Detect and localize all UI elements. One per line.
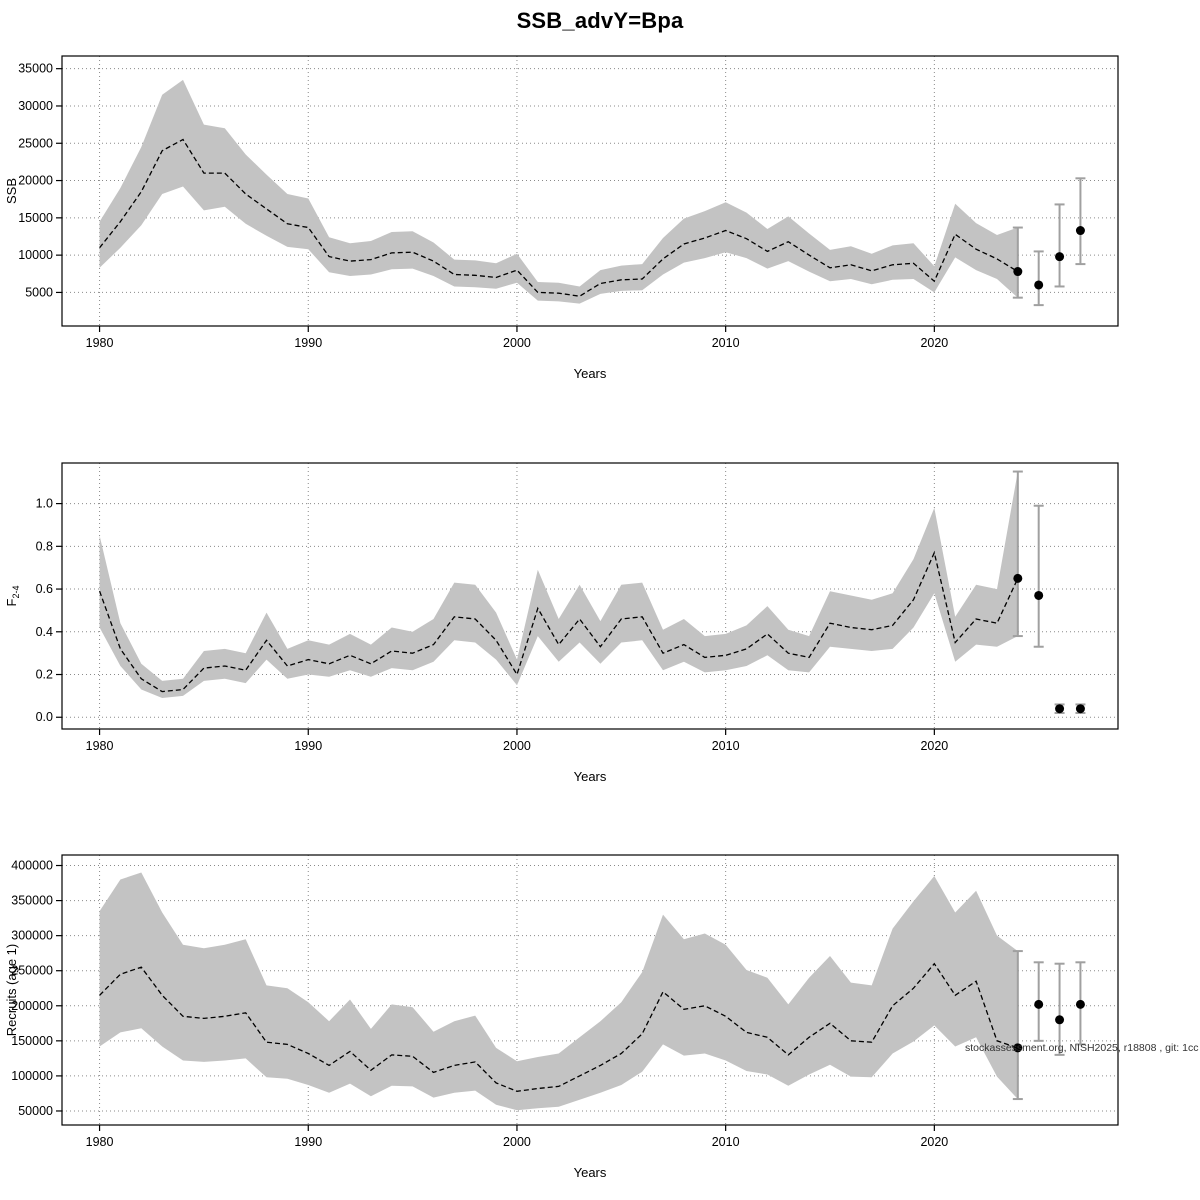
x-tick-label: 2020 (920, 739, 948, 753)
x-axis-label: Years (574, 769, 607, 784)
y-tick-label: 35000 (18, 62, 53, 76)
forecast-point (1075, 704, 1085, 714)
forecast-point (1013, 1043, 1023, 1053)
x-tick-label: 1990 (294, 336, 322, 350)
x-tick-label: 2020 (920, 1135, 948, 1149)
x-tick-label: 2000 (503, 336, 531, 350)
y-axis-label: Recruits (age 1) (4, 944, 19, 1036)
forecast-point (1034, 999, 1044, 1009)
forecast-point (1075, 226, 1085, 236)
x-tick-label: 2010 (712, 1135, 740, 1149)
x-tick-label: 1990 (294, 1135, 322, 1149)
y-tick-label: 200000 (11, 999, 53, 1013)
y-axis-label: SSB (4, 178, 19, 204)
x-tick-label: 1980 (86, 739, 114, 753)
y-axis-label: F2-4 (4, 586, 21, 607)
forecast-point (1013, 267, 1023, 277)
median-line (99, 138, 1019, 297)
y-tick-label: 25000 (18, 136, 53, 150)
forecast-point (1075, 999, 1085, 1009)
y-tick-label: 0.4 (36, 625, 53, 639)
confidence-band (99, 471, 1018, 698)
y-tick-label: 10000 (18, 248, 53, 262)
forecast-point (1034, 590, 1044, 600)
recruits-panel: 1980 1990 2000 2010 2020 50000 100000 150000 200… (4, 854, 1119, 1180)
y-tick-label: 0.2 (36, 668, 53, 682)
forecast-point (1055, 704, 1065, 714)
y-tick-label: 250000 (11, 964, 53, 978)
y-tick-label: 30000 (18, 99, 53, 113)
fishing-mortality-panel: 1980 1990 2000 2010 2020 0.0 0.2 0.4 0.6 0.8 1.0 Ye… (4, 462, 1119, 784)
y-tick-label: 5000 (25, 285, 53, 299)
y-tick-label: 400000 (11, 859, 53, 873)
x-axis-label: Years (574, 366, 607, 381)
ssb-panel: 1980 1990 2000 2010 2020 5000 10000 15000 20000 2… (4, 55, 1119, 381)
y-tick-label: 0.8 (36, 539, 53, 553)
forecast-point (1055, 252, 1065, 262)
y-tick-label: 150000 (11, 1034, 53, 1048)
median-line (98, 550, 1019, 693)
x-tick-label: 2010 (712, 739, 740, 753)
y-tick-label: 0.0 (36, 710, 53, 724)
x-tick-label: 2000 (503, 1135, 531, 1149)
x-axis-label: Years (574, 1165, 607, 1180)
confidence-band (99, 79, 1018, 304)
x-tick-label: 1990 (294, 739, 322, 753)
forecast-point (1034, 280, 1044, 290)
x-tick-label: 1980 (86, 1135, 114, 1149)
forecast-point (1013, 573, 1023, 583)
y-tick-label: 50000 (18, 1104, 53, 1118)
forecast-point (1055, 1015, 1065, 1025)
y-tick-label: 350000 (11, 894, 53, 908)
y-tick-label: 300000 (11, 929, 53, 943)
x-tick-label: 2010 (712, 336, 740, 350)
median-line (99, 962, 1019, 1092)
y-tick-label: 1.0 (36, 497, 53, 511)
confidence-band (99, 872, 1018, 1111)
y-tick-label: 20000 (18, 174, 53, 188)
x-tick-label: 1980 (86, 336, 114, 350)
y-tick-label: 0.6 (36, 582, 53, 596)
y-tick-label: 100000 (11, 1069, 53, 1083)
y-tick-label: 15000 (18, 211, 53, 225)
x-tick-label: 2000 (503, 739, 531, 753)
x-tick-label: 2020 (920, 336, 948, 350)
chart-title: SSB_advY=Bpa (516, 8, 684, 33)
